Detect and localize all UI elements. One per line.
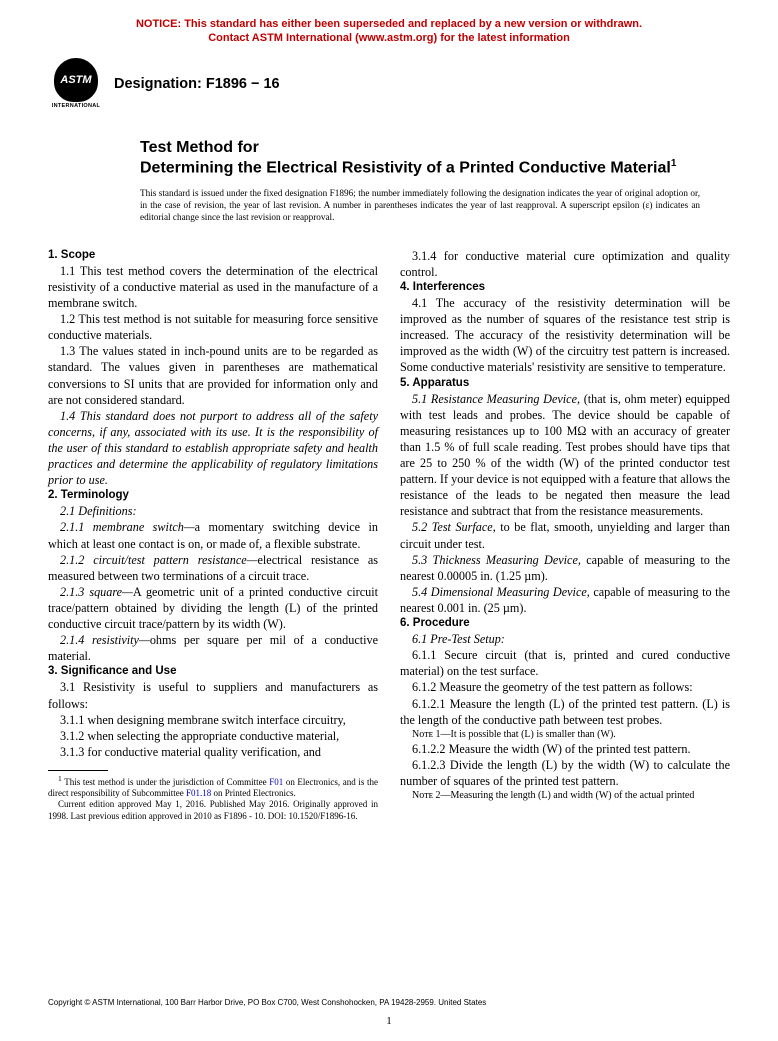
body-columns: 1. Scope 1.1 This test method covers the… — [48, 248, 730, 822]
astm-logo: ASTM INTERNATIONAL — [48, 56, 104, 112]
para-3-1: 3.1 Resistivity is useful to suppliers a… — [48, 679, 378, 711]
title-main: Determining the Electrical Resistivity o… — [140, 158, 730, 178]
para-6-1-2-2: 6.1.2.2 Measure the width (W) of the pri… — [400, 741, 730, 757]
para-2-1: 2.1 Definitions: — [48, 503, 378, 519]
para-3-1-2: 3.1.2 when selecting the appropriate con… — [48, 728, 378, 744]
section-4-head: 4. Interferences — [400, 280, 730, 295]
para-6-1-2-3: 6.1.2.3 Divide the length (L) by the wid… — [400, 757, 730, 789]
designation: Designation: F1896 − 16 — [114, 76, 280, 92]
title-block: Test Method for Determining the Electric… — [140, 138, 730, 178]
note-1: Nᴏᴛᴇ 1—It is possible that (L) is smalle… — [400, 728, 730, 741]
para-2-1-3: 2.1.3 square—A geometric unit of a print… — [48, 584, 378, 632]
section-1-head: 1. Scope — [48, 248, 378, 263]
designation-label: Designation: — [114, 76, 206, 92]
section-2-head: 2. Terminology — [48, 488, 378, 503]
header-row: ASTM INTERNATIONAL Designation: F1896 − … — [48, 56, 730, 112]
astm-logo-subtext: INTERNATIONAL — [52, 103, 100, 109]
para-2-1-1: 2.1.1 membrane switch—a momentary switch… — [48, 519, 378, 551]
para-6-1-2-1: 6.1.2.1 Measure the length (L) of the pr… — [400, 696, 730, 728]
para-3-1-4: 3.1.4 for conductive material cure optim… — [400, 248, 730, 280]
footnote-link-f01[interactable]: F01 — [269, 777, 283, 787]
note-2: Nᴏᴛᴇ 2—Measuring the length (L) and widt… — [400, 789, 730, 802]
footnote-1: 1 This test method is under the jurisdic… — [48, 774, 378, 800]
para-5-2: 5.2 Test Surface, to be flat, smooth, un… — [400, 519, 730, 551]
standard-issue-note: This standard is issued under the fixed … — [140, 188, 700, 224]
para-5-1: 5.1 Resistance Measuring Device, (that i… — [400, 391, 730, 520]
notice-banner: NOTICE: This standard has either been su… — [48, 18, 730, 46]
para-3-1-3: 3.1.3 for conductive material quality ve… — [48, 744, 378, 760]
para-5-4: 5.4 Dimensional Measuring Device, capabl… — [400, 584, 730, 616]
para-1-1: 1.1 This test method covers the determin… — [48, 263, 378, 311]
notice-line1: NOTICE: This standard has either been su… — [136, 18, 642, 30]
section-3-head: 3. Significance and Use — [48, 664, 378, 679]
para-2-1-2: 2.1.2 circuit/test pattern resistance—el… — [48, 552, 378, 584]
para-1-3: 1.3 The values stated in inch-pound unit… — [48, 343, 378, 407]
title-pre: Test Method for — [140, 138, 730, 158]
astm-logo-mark: ASTM — [54, 58, 98, 102]
para-6-1: 6.1 Pre-Test Setup: — [400, 631, 730, 647]
footnote-link-f0118[interactable]: F01.18 — [186, 788, 211, 798]
para-5-3: 5.3 Thickness Measuring Device, capable … — [400, 552, 730, 584]
footnote-1b: Current edition approved May 1, 2016. Pu… — [48, 799, 378, 822]
para-4-1: 4.1 The accuracy of the resistivity dete… — [400, 295, 730, 375]
para-1-4: 1.4 This standard does not purport to ad… — [48, 408, 378, 488]
notice-line2: Contact ASTM International (www.astm.org… — [208, 32, 570, 44]
para-6-1-2: 6.1.2 Measure the geometry of the test p… — [400, 679, 730, 695]
section-5-head: 5. Apparatus — [400, 376, 730, 391]
para-2-1-4: 2.1.4 resistivity—ohms per square per mi… — [48, 632, 378, 664]
para-6-1-1: 6.1.1 Secure circuit (that is, printed a… — [400, 647, 730, 679]
copyright-line: Copyright © ASTM International, 100 Barr… — [48, 998, 486, 1007]
designation-value: F1896 − 16 — [206, 76, 280, 92]
title-superscript: 1 — [671, 158, 677, 169]
footnote-rule — [48, 770, 108, 771]
para-3-1-1: 3.1.1 when designing membrane switch int… — [48, 712, 378, 728]
para-1-2: 1.2 This test method is not suitable for… — [48, 311, 378, 343]
page-number: 1 — [386, 1015, 392, 1027]
section-6-head: 6. Procedure — [400, 616, 730, 631]
